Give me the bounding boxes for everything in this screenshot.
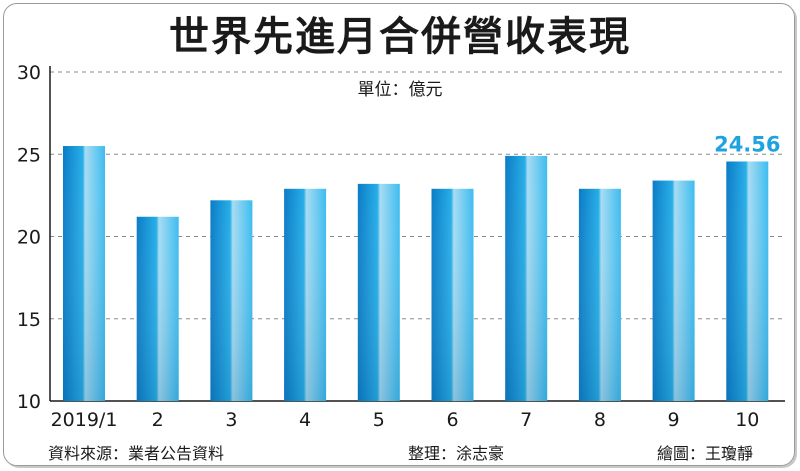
artist-credit: 繪圖：王瓊靜	[657, 444, 754, 463]
bar-shade	[431, 188, 474, 401]
bar-shade	[505, 155, 548, 401]
bar-shade	[652, 180, 695, 401]
bar-shade	[284, 188, 327, 401]
chart-frame	[3, 3, 795, 466]
x-tick-label: 4	[299, 409, 311, 431]
bar-shade	[578, 188, 621, 401]
x-tick-label: 5	[373, 409, 385, 431]
unit-label: 單位：億元	[358, 80, 443, 100]
x-tick-label: 2019/1	[51, 409, 118, 431]
y-tick-label: 20	[17, 227, 41, 249]
bar-shade	[357, 183, 400, 401]
editor-credit: 整理：涂志豪	[408, 444, 505, 463]
source-note: 資料來源：業者公告資料	[48, 444, 225, 463]
bar-shade	[726, 161, 769, 401]
data-label: 24.56	[714, 132, 780, 156]
x-tick-label: 3	[225, 409, 237, 431]
bar-shade	[210, 200, 253, 401]
bar-shade	[63, 146, 105, 401]
y-tick-label: 15	[17, 309, 41, 331]
chart-title: 世界先進月合併營收表現	[169, 14, 631, 60]
x-tick-label: 9	[668, 409, 680, 431]
x-tick-label: 7	[520, 409, 532, 431]
x-tick-label: 10	[735, 409, 759, 431]
x-tick-label: 6	[446, 409, 458, 431]
y-tick-label: 25	[17, 144, 41, 166]
x-tick-label: 2	[152, 409, 164, 431]
y-tick-label: 30	[17, 62, 41, 84]
y-tick-label: 10	[17, 391, 41, 413]
bar-shade	[136, 216, 179, 401]
x-tick-label: 8	[594, 409, 606, 431]
